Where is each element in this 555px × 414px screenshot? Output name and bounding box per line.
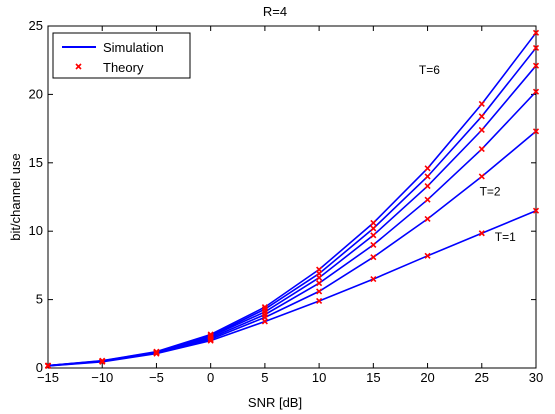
theory-point bbox=[261, 306, 268, 313]
legend-box bbox=[52, 32, 191, 79]
x-tick-label: 0 bbox=[207, 370, 214, 385]
annotation-label: T=1 bbox=[495, 230, 516, 244]
x-tick-label: 30 bbox=[529, 370, 543, 385]
x-tick-label: −5 bbox=[149, 370, 164, 385]
theory-point bbox=[532, 207, 540, 214]
theory-point bbox=[316, 280, 323, 287]
theory-point bbox=[370, 241, 377, 248]
theory-point bbox=[478, 113, 485, 120]
series-line-t6 bbox=[47, 32, 537, 367]
y-tick-label: 10 bbox=[29, 223, 43, 238]
theory-point bbox=[424, 182, 431, 190]
x-tick-label: −10 bbox=[91, 370, 113, 385]
x-tick-label: 15 bbox=[366, 370, 380, 385]
theory-point bbox=[370, 219, 377, 227]
plot-frame bbox=[47, 25, 537, 369]
x-tick-label: 25 bbox=[475, 370, 489, 385]
curve-annotations: T=6 T=2 T=1 bbox=[419, 63, 516, 244]
simulation-lines bbox=[47, 32, 537, 367]
y-ticks: 0 5 10 15 20 25 bbox=[29, 18, 536, 375]
theory-point bbox=[99, 357, 106, 364]
theory-point bbox=[478, 173, 485, 180]
theory-point bbox=[478, 146, 485, 153]
annotation-label: T=2 bbox=[480, 185, 501, 199]
chart-title: R=4 bbox=[263, 4, 287, 19]
theory-point bbox=[370, 276, 377, 283]
x-tick-label: 5 bbox=[261, 370, 268, 385]
legend-label-theory: Theory bbox=[103, 60, 144, 75]
theory-point bbox=[532, 44, 540, 51]
theory-point bbox=[478, 100, 485, 108]
legend-label-simulation: Simulation bbox=[103, 40, 164, 55]
theory-point bbox=[424, 165, 431, 172]
theory-point bbox=[207, 331, 214, 338]
theory-point bbox=[532, 128, 540, 135]
theory-point bbox=[532, 62, 540, 69]
series-line-t5 bbox=[47, 47, 537, 367]
theory-point bbox=[370, 254, 377, 261]
theory-point bbox=[424, 215, 431, 222]
legend-marker-sample bbox=[75, 63, 82, 70]
series-line-t4 bbox=[47, 65, 537, 367]
theory-point bbox=[316, 288, 323, 295]
x-axis-label: SNR [dB] bbox=[248, 395, 302, 410]
theory-point bbox=[316, 297, 323, 305]
legend: Simulation Theory bbox=[52, 32, 191, 79]
theory-point bbox=[44, 362, 52, 369]
x-tick-label: −15 bbox=[37, 370, 59, 385]
theory-point bbox=[424, 252, 431, 259]
theory-point bbox=[370, 232, 377, 239]
annotation-label: T=6 bbox=[419, 63, 440, 77]
theory-point bbox=[532, 88, 540, 95]
theory-point bbox=[153, 348, 160, 355]
x-tick-label: 10 bbox=[312, 370, 326, 385]
y-tick-label: 0 bbox=[36, 360, 43, 375]
theory-point bbox=[424, 173, 431, 180]
theory-point bbox=[478, 230, 485, 237]
theory-markers bbox=[44, 29, 540, 370]
x-tick-label: 20 bbox=[420, 370, 434, 385]
y-tick-label: 25 bbox=[29, 18, 43, 33]
series-line-t3 bbox=[47, 91, 537, 367]
theory-point bbox=[532, 29, 540, 36]
theory-point bbox=[370, 225, 377, 232]
y-tick-label: 15 bbox=[29, 155, 43, 170]
theory-point bbox=[478, 126, 485, 134]
y-tick-label: 20 bbox=[29, 86, 43, 101]
x-ticks: −15 −10 −5 0 5 10 15 20 25 30 bbox=[37, 26, 543, 385]
theory-point bbox=[261, 304, 268, 311]
theory-point bbox=[424, 196, 431, 203]
theory-point bbox=[207, 332, 214, 339]
y-tick-label: 5 bbox=[36, 292, 43, 307]
y-axis-label: bit/channel use bbox=[8, 153, 23, 240]
theory-point bbox=[316, 266, 323, 273]
